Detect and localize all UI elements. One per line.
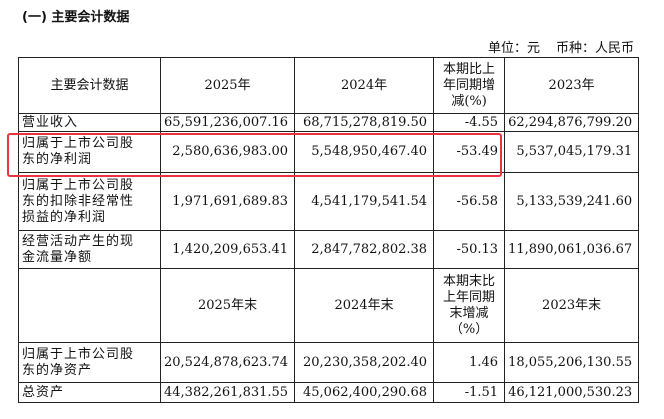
value-change: 1.46 [433, 342, 506, 383]
value-2025: 2,580,636,983.00 [159, 131, 296, 173]
value-2024: 2,847,782,802.38 [294, 230, 435, 269]
row-label-line: 经营活动产生的现 [22, 233, 135, 249]
value-2024: 5,548,950,467.40 [294, 131, 435, 173]
value-2025: 1,971,691,689.83 [159, 172, 296, 231]
header-row-annual: 主要会计数据 2025年 2024年 本期比上 年同期增 减(%) 2023年 [18, 57, 640, 114]
row-label: 经营活动产生的现 金流量净额 [18, 230, 161, 269]
row-label-line: 东的净利润 [22, 152, 93, 167]
row-label: 归属于上市公司股 东的净资产 [18, 342, 161, 383]
value-2023: 46,121,000,530.23 [504, 382, 640, 403]
header-2023-end: 2023年末 [504, 268, 640, 343]
value-2025: 44,382,261,831.55 [159, 382, 296, 403]
unit-line: 单位：元 币种：人民币 [488, 37, 634, 56]
row-label-line: 归属于上市公司股 [22, 177, 135, 193]
row-label-line: 金流量净额 [22, 249, 93, 265]
table-row: 总资产 44,382,261,831.55 45,062,400,290.68 … [18, 382, 640, 403]
value-2023: 5,537,045,179.31 [504, 131, 640, 173]
row-label: 总资产 [18, 382, 161, 403]
row-label: 归属于上市公司股 东的扣除非经常性 损益的净利润 [18, 172, 161, 231]
accounting-data-table: 主要会计数据 2025年 2024年 本期比上 年同期增 减(%) 2023年 … [18, 57, 640, 403]
section-title: (一) 主要会计数据 [22, 10, 130, 25]
header-change-line: 末增减 [449, 305, 489, 321]
currency-label: 币种：人民币 [555, 41, 634, 56]
table-row: 归属于上市公司股 东的净利润 2,580,636,983.00 5,548,95… [18, 131, 640, 173]
table-row: 归属于上市公司股 东的净资产 20,524,878,623.74 20,230,… [18, 342, 640, 383]
header-change-line: 本期末比 [443, 273, 496, 289]
header-change-line: 年同期增 [443, 77, 496, 93]
header-2024: 2024年 [294, 57, 435, 114]
row-label: 归属于上市公司股 东的净利润 [18, 131, 161, 173]
row-label-line: 营业收入 [22, 114, 79, 130]
header-change-line: 减(%) [451, 93, 487, 109]
value-2024: 68,715,278,819.50 [294, 113, 435, 132]
value-2024: 4,541,179,541.54 [294, 172, 435, 231]
value-change: -56.58 [433, 172, 506, 231]
header-change: 本期比上 年同期增 减(%) [433, 57, 506, 114]
header-2024-end: 2024年末 [294, 268, 435, 343]
header-2023: 2023年 [504, 57, 640, 114]
value-change: -50.13 [433, 230, 506, 269]
header-change-end: 本期末比 上年同期 末增减 （%） [433, 268, 506, 343]
value-2024: 45,062,400,290.68 [294, 382, 435, 403]
value-2023: 18,055,206,130.55 [504, 342, 640, 383]
value-2024: 20,230,358,202.40 [294, 342, 435, 383]
row-label: 营业收入 [18, 113, 161, 132]
row-label-line: 归属于上市公司股 [22, 136, 135, 151]
header-2025: 2025年 [159, 57, 296, 114]
row-label-line: 总资产 [22, 384, 65, 400]
value-2025: 65,591,236,007.16 [159, 113, 296, 132]
value-2025: 20,524,878,623.74 [159, 342, 296, 383]
row-label-line: 损益的净利润 [22, 209, 107, 225]
value-2023: 5,133,539,241.60 [504, 172, 640, 231]
unit-label: 单位：元 [487, 41, 540, 56]
header-item-blank [18, 268, 161, 343]
value-change: -1.51 [433, 382, 506, 403]
header-change-line: （%） [449, 321, 489, 337]
row-label-line: 东的净资产 [22, 362, 93, 378]
row-label-line: 归属于上市公司股 [22, 346, 135, 362]
table-row: 经营活动产生的现 金流量净额 1,420,209,653.41 2,847,78… [18, 230, 640, 269]
value-2023: 11,890,061,036.67 [504, 230, 640, 269]
header-2025-end: 2025年末 [159, 268, 296, 343]
table-row: 归属于上市公司股 东的扣除非经常性 损益的净利润 1,971,691,689.8… [18, 172, 640, 231]
header-change-line: 本期比上 [443, 61, 496, 77]
value-change: -4.55 [433, 113, 506, 132]
table-row: 营业收入 65,591,236,007.16 68,715,278,819.50… [18, 113, 640, 132]
header-row-year-end: 2025年末 2024年末 本期末比 上年同期 末增减 （%） 2023年末 [18, 268, 640, 343]
value-2025: 1,420,209,653.41 [159, 230, 296, 269]
value-2023: 62,294,876,799.20 [504, 113, 640, 132]
row-label-line: 东的扣除非经常性 [22, 193, 135, 209]
value-change: -53.49 [433, 131, 506, 173]
header-item: 主要会计数据 [18, 57, 161, 114]
header-change-line: 上年同期 [443, 289, 496, 305]
